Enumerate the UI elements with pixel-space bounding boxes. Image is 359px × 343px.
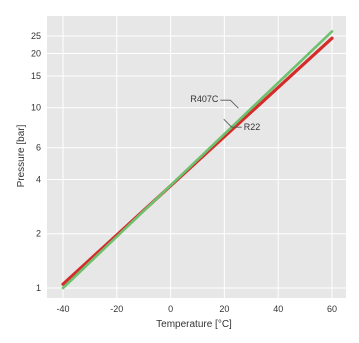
x-tick-label: 0 bbox=[168, 304, 173, 314]
y-tick-label: 10 bbox=[31, 103, 41, 113]
y-tick-label: 1 bbox=[36, 283, 41, 293]
y-axis-label: Pressure [bar] bbox=[16, 124, 27, 187]
plot-area bbox=[47, 16, 346, 298]
series-lines bbox=[61, 30, 334, 290]
y-tick-label: 2 bbox=[36, 229, 41, 239]
y-tick-label: 6 bbox=[36, 143, 41, 153]
y-tick-label: 4 bbox=[36, 174, 41, 184]
annotation-label-r407c: R407C bbox=[190, 94, 219, 104]
annotation-leader-r22 bbox=[223, 118, 242, 128]
annotation-label-r22: R22 bbox=[244, 122, 261, 132]
x-tick-label: 40 bbox=[273, 304, 283, 314]
grid-lines bbox=[47, 16, 346, 298]
x-tick-labels: -40 -20 0 20 40 60 bbox=[56, 304, 337, 314]
x-tick-label: -20 bbox=[110, 304, 123, 314]
x-tick-label: 60 bbox=[327, 304, 337, 314]
series-line-r407c bbox=[61, 30, 334, 290]
y-tick-label: 20 bbox=[31, 48, 41, 58]
x-tick-label: 20 bbox=[219, 304, 229, 314]
x-tick-label: -40 bbox=[56, 304, 69, 314]
y-tick-label: 25 bbox=[31, 31, 41, 41]
annotation-leader-r407c bbox=[220, 99, 239, 109]
x-axis-label: Temperature [°C] bbox=[156, 319, 232, 330]
y-tick-label: 15 bbox=[31, 71, 41, 81]
annotations: R407C R22 bbox=[190, 94, 260, 132]
y-tick-labels: 1 2 4 6 10 15 20 25 bbox=[31, 31, 41, 293]
